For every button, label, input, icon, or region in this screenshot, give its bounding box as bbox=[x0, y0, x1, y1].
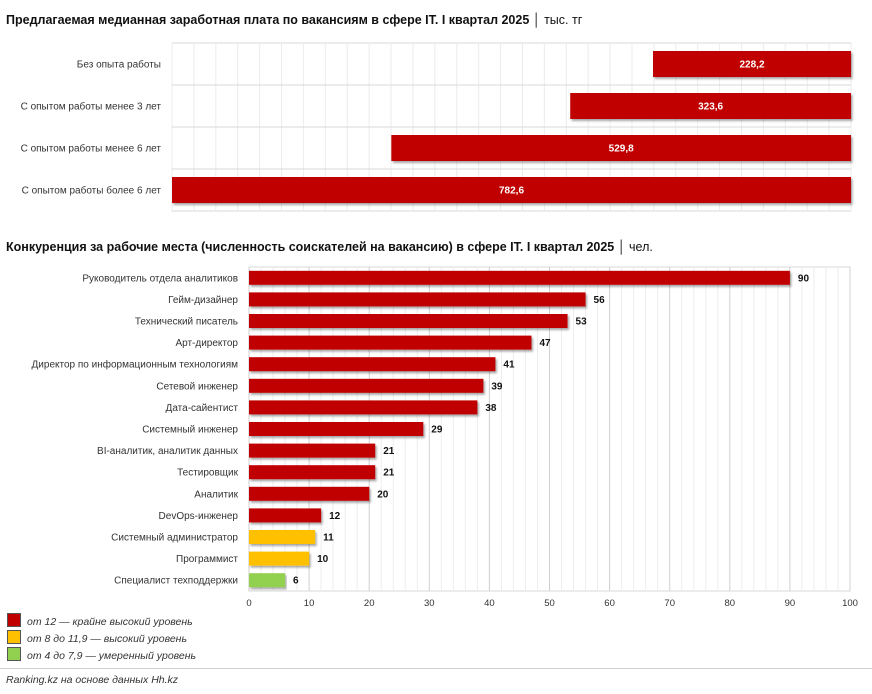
chart1-bar bbox=[391, 135, 851, 161]
chart2-category-label: Гейм-дизайнер bbox=[168, 295, 238, 306]
legend-item-high: от 12 — крайне высокий уровень bbox=[7, 613, 193, 628]
footer-divider bbox=[0, 668, 872, 669]
chart2-bar bbox=[249, 335, 532, 350]
chart2-x-tick-label: 40 bbox=[484, 598, 495, 609]
source-note: Ranking.kz на основе данных Hh.kz bbox=[6, 674, 179, 686]
chart2-bar bbox=[249, 573, 286, 588]
chart2-value-label: 41 bbox=[503, 360, 515, 371]
chart2-category-label: Дата-сайентист bbox=[166, 403, 239, 414]
chart1-title: Предлагаемая медианная заработная плата … bbox=[6, 13, 583, 27]
chart2-bar bbox=[249, 551, 310, 566]
chart2-x-tick-label: 30 bbox=[424, 598, 435, 609]
chart2-bar bbox=[249, 422, 424, 436]
chart1-category-label: С опытом работы менее 3 лет bbox=[21, 101, 162, 113]
chart2-value-label: 21 bbox=[383, 446, 395, 457]
chart2-title: Конкуренция за рабочие места (численност… bbox=[6, 240, 653, 254]
chart2-value-label: 39 bbox=[491, 381, 503, 392]
legend-item-moderate: от 4 до 7,9 — умеренный уровень bbox=[7, 647, 196, 662]
chart1-category-label: Без опыта работы bbox=[77, 59, 161, 71]
chart2-bar bbox=[249, 465, 376, 480]
chart2-bar bbox=[249, 508, 322, 523]
chart2-bar bbox=[249, 486, 370, 501]
legend-swatch-medium bbox=[7, 630, 21, 644]
chart1-category-label: С опытом работы менее 6 лет bbox=[21, 143, 162, 155]
chart2-bar bbox=[249, 400, 478, 415]
chart2-bar bbox=[249, 378, 484, 393]
chart2-value-label: 12 bbox=[329, 511, 341, 522]
chart1-category-label: С опытом работы более 6 лет bbox=[22, 185, 162, 197]
legend-swatch-high bbox=[7, 613, 21, 627]
chart2-category-label: Специалист техподдержки bbox=[114, 576, 238, 587]
chart1-value-label: 782,6 bbox=[499, 186, 524, 197]
chart2-value-label: 11 bbox=[323, 533, 334, 544]
chart2-category-label: DevOps-инженер bbox=[159, 511, 239, 522]
chart2-x-tick-label: 90 bbox=[785, 598, 796, 609]
chart2-category-label: BI-аналитик, аналитик данных bbox=[97, 446, 238, 457]
chart2-category-label: Системный администратор bbox=[111, 533, 238, 544]
chart1-bar bbox=[653, 51, 851, 77]
chart2-bar bbox=[249, 270, 790, 285]
chart2-value-label: 10 bbox=[317, 554, 329, 565]
chart1-value-label: 323,6 bbox=[698, 102, 723, 113]
chart2-value-label: 20 bbox=[377, 489, 389, 500]
chart2-value-label: 56 bbox=[594, 295, 606, 306]
chart2-bar bbox=[249, 292, 586, 307]
chart1-bar bbox=[570, 93, 851, 119]
chart2-category-label: Системный инженер bbox=[142, 425, 238, 436]
chart2-x-tick-label: 100 bbox=[842, 598, 858, 609]
chart2-x-tick-label: 80 bbox=[725, 598, 736, 609]
chart1-value-label: 529,8 bbox=[609, 144, 634, 155]
chart2-category-label: Руководитель отдела аналитиков bbox=[82, 273, 238, 284]
chart2-category-label: Арт-директор bbox=[175, 338, 238, 349]
chart2-x-tick-label: 50 bbox=[544, 598, 555, 609]
chart2-category-label: Директор по информационным технологиям bbox=[32, 359, 239, 371]
chart2-bar bbox=[249, 443, 376, 458]
chart2-value-label: 38 bbox=[485, 403, 497, 414]
chart2-category-label: Программист bbox=[176, 554, 238, 565]
chart2-category-label: Технический писатель bbox=[135, 317, 238, 328]
chart2-x-tick-label: 10 bbox=[304, 598, 315, 609]
chart1-bar bbox=[172, 177, 851, 203]
chart2-category-label: Аналитик bbox=[194, 489, 238, 500]
chart2-x-tick-label: 20 bbox=[364, 598, 375, 609]
chart2-value-label: 29 bbox=[431, 425, 443, 436]
chart2-value-label: 21 bbox=[383, 468, 395, 479]
chart2-value-label: 90 bbox=[798, 273, 810, 284]
chart2-category-label: Сетевой инженер bbox=[156, 381, 238, 392]
chart2-value-label: 6 bbox=[293, 576, 299, 587]
chart2-value-label: 47 bbox=[539, 338, 551, 349]
chart2-bar bbox=[249, 530, 316, 544]
chart2-x-tick-label: 70 bbox=[664, 598, 675, 609]
chart2-bar bbox=[249, 357, 496, 372]
legend-item-medium: от 8 до 11,9 — высокий уровень bbox=[7, 630, 187, 645]
legend-swatch-moderate bbox=[7, 647, 21, 661]
chart1-value-label: 228,2 bbox=[739, 60, 764, 71]
chart2-bar bbox=[249, 314, 568, 328]
chart2-x-tick-label: 60 bbox=[604, 598, 615, 609]
chart2-value-label: 53 bbox=[576, 317, 588, 328]
chart2-x-tick-label: 0 bbox=[246, 598, 251, 609]
chart2-category-label: Тестировщик bbox=[177, 468, 239, 479]
